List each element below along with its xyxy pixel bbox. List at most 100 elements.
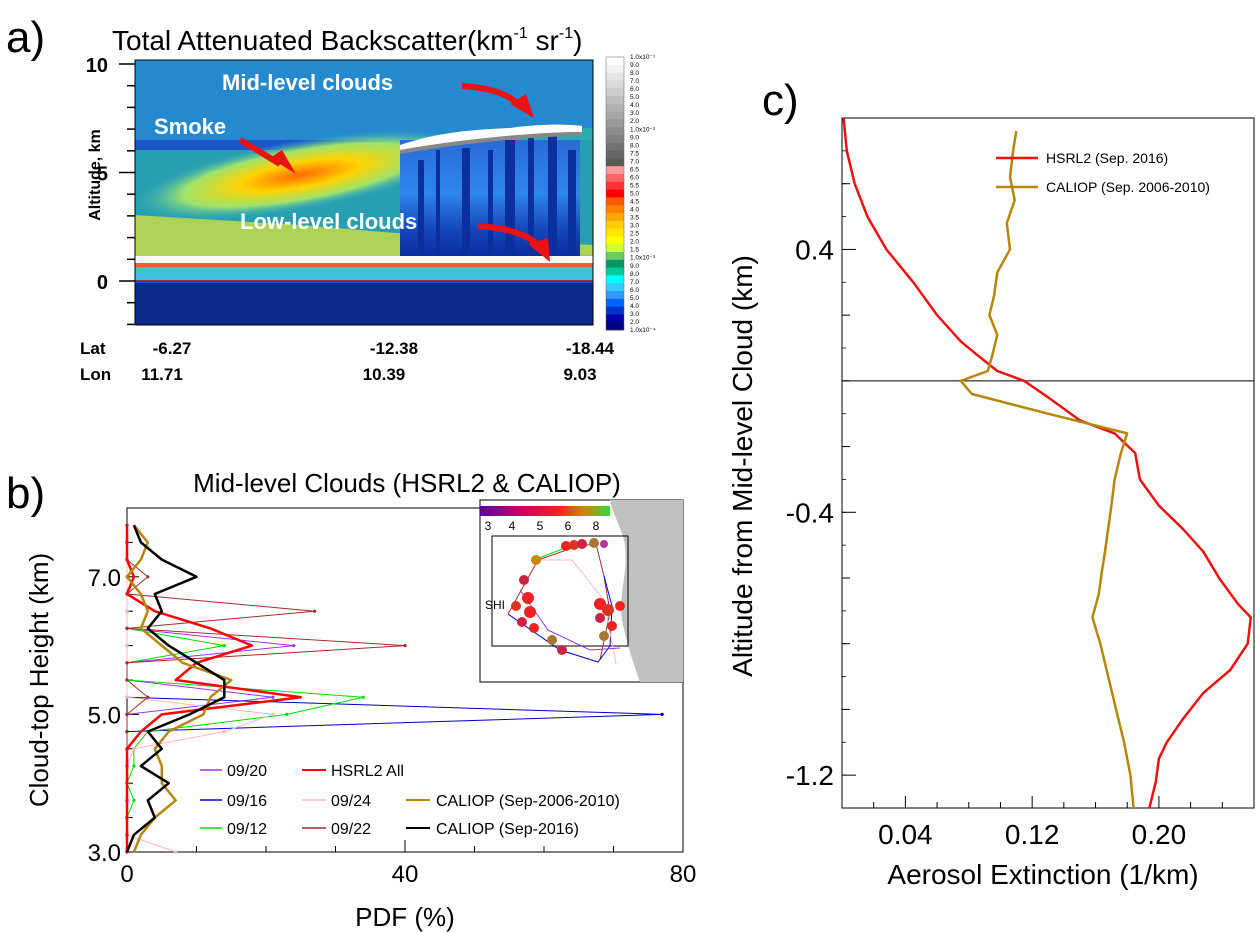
panel-b-ytick-label: 7.0: [88, 565, 121, 592]
panel-a-lat-tick: -6.27: [153, 339, 192, 358]
smoke-layer: [132, 129, 468, 221]
series-point: [222, 644, 226, 648]
colorbar-label: 3.0: [630, 311, 639, 318]
colorbar-label: 2.5: [630, 231, 639, 238]
panel-a-lon-tick: 10.39: [363, 365, 406, 384]
series-point: [125, 730, 129, 734]
series-point: [125, 695, 129, 699]
panel-a-lon-tick: 9.03: [563, 365, 596, 384]
legend-0916: 09/16: [227, 793, 267, 810]
panel-a-title: Total Attenuated Backscatter(km-1 sr-1): [112, 25, 582, 56]
colorbar-swatch: [606, 197, 624, 206]
panel-a-ytick-label: 0: [97, 272, 108, 294]
panel-c-xtick-label: 0.04: [878, 819, 933, 850]
colorbar-label: 1.0x10⁻¹: [630, 54, 656, 61]
series-point: [125, 712, 129, 717]
panel-b-axes: 0 40 80 3.0 5.0 7.0: [88, 541, 697, 888]
colorbar-swatch: [606, 252, 624, 261]
legend-0912: 09/12: [227, 821, 267, 838]
inset-colorbar: [480, 506, 610, 516]
colorbar-label: 9.0: [630, 62, 639, 69]
inset-colorbar-tick: 4: [509, 519, 516, 533]
legend-hsrl2-all: HSRL2 All: [331, 763, 404, 780]
arrow-mid-level-head: [510, 94, 534, 118]
colorbar-swatch: [606, 291, 624, 300]
series-point: [313, 609, 317, 613]
panel-a-lat-tick: -18.44: [566, 339, 615, 358]
colorbar-label: 7.0: [630, 279, 639, 286]
colorbar-swatch: [606, 259, 624, 269]
colorbar-swatch: [606, 275, 624, 284]
series-point: [146, 695, 150, 699]
series-point: [132, 798, 136, 803]
colorbar-swatch: [606, 57, 624, 66]
colorbar-label: 1.5: [630, 247, 639, 254]
colorbar-swatch: [606, 244, 624, 253]
panel-a-annotations: Mid-level clouds Smoke Low-level clouds: [154, 70, 550, 262]
series-point: [132, 747, 136, 751]
panel-a-yaxis: 10 5 0: [86, 55, 135, 326]
panel-b-title: Mid-level Clouds (HSRL2 & CALIOP): [193, 468, 621, 498]
colorbar-label: 7.5: [630, 150, 639, 157]
colorbar-label: 4.5: [630, 199, 639, 206]
panel-c-frame: [841, 117, 1255, 809]
series-point: [146, 575, 150, 579]
colorbar-frame: [605, 56, 625, 331]
panel-a-label: a): [6, 13, 45, 62]
colorbar-swatch: [606, 88, 624, 97]
mid-level-cloud-edge: [400, 132, 582, 154]
panel-b-ytick-label: 5.0: [88, 702, 121, 729]
colorbar-swatch: [606, 72, 624, 81]
panel-b-inset-map: 3 4 5 6 8 SHI: [479, 499, 684, 683]
colorbar-label: 9.0: [630, 134, 639, 141]
colorbar-swatch: [606, 298, 624, 308]
series-line-09-20: [126, 525, 295, 852]
panel-b-ytick-label: 3.0: [88, 840, 121, 867]
legend-0922: 09/22: [331, 821, 371, 838]
colorbar-swatch: [606, 103, 624, 113]
legend-caliop-2006-2010: CALIOP (Sep. 2006-2010): [1046, 179, 1210, 195]
colorbar-swatch: [606, 80, 624, 89]
cloud-curtains: [418, 135, 576, 260]
colorbar-label: 1.0x10⁻³: [630, 255, 656, 262]
colorbar-label: 1.0x10⁻⁴: [630, 327, 656, 334]
colorbar-label: 5.0: [630, 191, 639, 198]
series-point: [174, 850, 178, 854]
series-point: [222, 730, 226, 734]
colorbar-swatch: [606, 181, 624, 191]
colorbar-label: 7.0: [630, 78, 639, 85]
colorbar-label: 9.0: [630, 263, 639, 270]
legend-caliop-2016: CALIOP (Sep-2016): [436, 821, 579, 838]
colorbar-swatch: [606, 322, 624, 331]
colorbar-swatch: [606, 283, 624, 292]
panel-a-lon-tick: 11.71: [141, 365, 183, 384]
panel-c-ytick-label: -0.4: [786, 497, 834, 528]
colorbar-label: 4.0: [630, 102, 639, 109]
series-point: [125, 661, 129, 665]
panel-b-xtick-label: 80: [670, 861, 697, 888]
panel-c-ytick-label: -1.2: [786, 760, 834, 791]
colorbar-swatch: [606, 228, 624, 237]
surface-return: [135, 267, 593, 281]
panel-c-ylabel: Altitude from Mid-level Cloud (km): [727, 255, 758, 677]
colorbar-label: 4.0: [630, 303, 639, 310]
inset-colorbar-tick: 6: [565, 519, 572, 533]
colorbar-label: 3.5: [630, 215, 639, 222]
series-point: [271, 695, 275, 699]
panel-a-xaxis: Lat Lon -6.27 11.71 -12.38 10.39 -18.44 9.03: [80, 339, 615, 384]
inset-cloud-markers: [511, 538, 625, 655]
series-point: [403, 644, 407, 648]
colorbar-label: 2.0: [630, 319, 639, 326]
colorbar-swatch: [606, 174, 624, 183]
panel-c-xtick-label: 0.20: [1132, 819, 1187, 850]
below-ground: [135, 283, 593, 325]
panel-b-xtick-label: 0: [120, 861, 133, 888]
colorbar-swatch: [606, 189, 624, 198]
series-point: [292, 644, 296, 648]
colorbar-label: 2.0: [630, 239, 639, 246]
legend-caliop-2006: CALIOP (Sep-2006-2010): [436, 793, 620, 810]
colorbar-label: 4.0: [630, 207, 639, 214]
panel-b-legend: 09/20 09/16 09/12 HSRL2 All 09/24 09/22 …: [200, 763, 620, 838]
colorbar-swatch: [606, 236, 624, 245]
inset-colorbar-tick: 3: [485, 519, 492, 533]
